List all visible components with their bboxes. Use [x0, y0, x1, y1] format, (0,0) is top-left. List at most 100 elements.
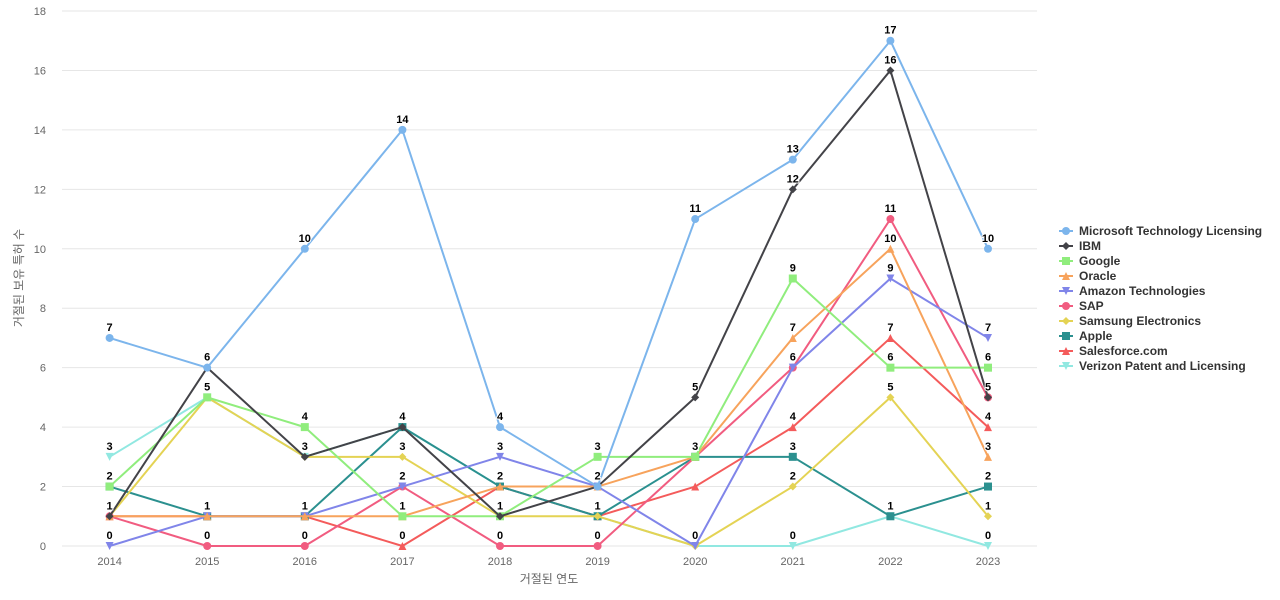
data-point: [691, 542, 700, 550]
data-point: [984, 542, 992, 550]
data-point: [984, 244, 992, 253]
legend-item: Apple: [1059, 329, 1113, 343]
x-tick-label: 2017: [390, 556, 414, 568]
series-line: [108, 247, 989, 518]
series-line: [108, 218, 989, 547]
data-label: 0: [790, 530, 796, 542]
data-point: [886, 512, 895, 521]
data-point: [398, 482, 407, 491]
series-line: [108, 277, 989, 518]
data-point: [691, 452, 700, 461]
legend-item: Google: [1059, 254, 1121, 268]
data-point: [300, 423, 309, 432]
x-tick-label: 2015: [195, 556, 219, 568]
data-label: 1: [302, 500, 308, 512]
data-label: 5: [985, 381, 991, 393]
legend-marker: [1062, 257, 1070, 265]
legend-item: Microsoft Technology Licensing: [1059, 224, 1262, 238]
y-tick-label: 16: [34, 65, 46, 77]
legend-item: Amazon Technologies: [1059, 284, 1206, 298]
x-tick-label: 2023: [976, 556, 1000, 568]
legend-item: IBM: [1059, 239, 1101, 253]
data-point: [788, 155, 797, 164]
legend-marker: [1062, 242, 1070, 250]
series-oracle: [105, 244, 992, 521]
legend-item: Salesforce.com: [1059, 344, 1168, 358]
series-line: [108, 277, 989, 547]
data-label: 0: [985, 530, 991, 542]
data-label: 0: [497, 530, 503, 542]
data-label: 10: [884, 233, 896, 245]
gridlines: [62, 10, 1037, 547]
data-point: [300, 512, 309, 521]
data-point: [398, 452, 407, 461]
x-tick-label: 2018: [488, 556, 512, 568]
data-point: [984, 423, 992, 432]
data-point: [105, 333, 114, 342]
data-label: 4: [790, 411, 797, 423]
data-label: 14: [396, 114, 409, 126]
data-point: [788, 423, 797, 432]
legend-marker: [1062, 362, 1070, 370]
data-label: 3: [985, 441, 991, 453]
data-point: [886, 333, 895, 342]
x-tick-label: 2020: [683, 556, 707, 568]
data-label: 7: [107, 322, 113, 334]
legend-marker: [1062, 227, 1070, 235]
data-point: [984, 363, 992, 372]
data-point: [886, 393, 895, 402]
data-label: 2: [790, 471, 796, 483]
x-tick-label: 2019: [585, 556, 609, 568]
data-label: 4: [497, 411, 504, 423]
data-point: [691, 215, 700, 224]
series-salesforce-com: [105, 333, 992, 550]
data-label: 6: [204, 352, 210, 364]
legend-marker: [1062, 347, 1070, 355]
data-label: 4: [985, 411, 992, 423]
data-point: [984, 482, 992, 491]
legend-marker: [1062, 272, 1070, 280]
data-label: 0: [692, 530, 698, 542]
data-point: [886, 363, 895, 372]
data-point: [398, 423, 407, 432]
series-line: [108, 396, 989, 547]
data-label: 3: [790, 441, 796, 453]
legend-item: SAP: [1059, 299, 1104, 313]
data-label: 0: [204, 530, 210, 542]
data-point: [203, 512, 212, 521]
series-line: [108, 336, 989, 547]
legend-item: Samsung Electronics: [1059, 314, 1201, 328]
data-label: 1: [887, 500, 893, 512]
data-label: 4: [302, 411, 309, 423]
data-label: 9: [790, 263, 796, 275]
x-tick-label: 2016: [293, 556, 317, 568]
data-label: 7: [887, 322, 893, 334]
x-tick-label: 2021: [781, 556, 805, 568]
data-point: [984, 452, 992, 461]
y-tick-label: 8: [40, 303, 46, 315]
data-label: 2: [497, 471, 503, 483]
data-label: 1: [497, 500, 503, 512]
data-label: 0: [302, 530, 308, 542]
legend-marker: [1062, 287, 1070, 295]
data-label: 3: [692, 441, 698, 453]
legend-marker: [1062, 317, 1070, 325]
series-layer: [105, 36, 992, 550]
data-point: [496, 423, 504, 432]
data-label: 6: [204, 352, 210, 364]
data-label: 1: [595, 500, 601, 512]
data-point: [886, 36, 895, 45]
data-label: 1: [107, 500, 113, 512]
data-point: [593, 542, 602, 550]
data-point: [788, 185, 797, 194]
data-point: [203, 393, 212, 402]
x-tick-label: 2014: [97, 556, 121, 568]
legend-label: Oracle: [1079, 269, 1117, 283]
data-point: [984, 393, 992, 402]
data-point: [105, 542, 114, 550]
data-label: 3: [399, 441, 405, 453]
y-tick-label: 18: [34, 6, 46, 18]
y-tick-label: 0: [40, 541, 46, 553]
data-label: 13: [787, 144, 799, 156]
